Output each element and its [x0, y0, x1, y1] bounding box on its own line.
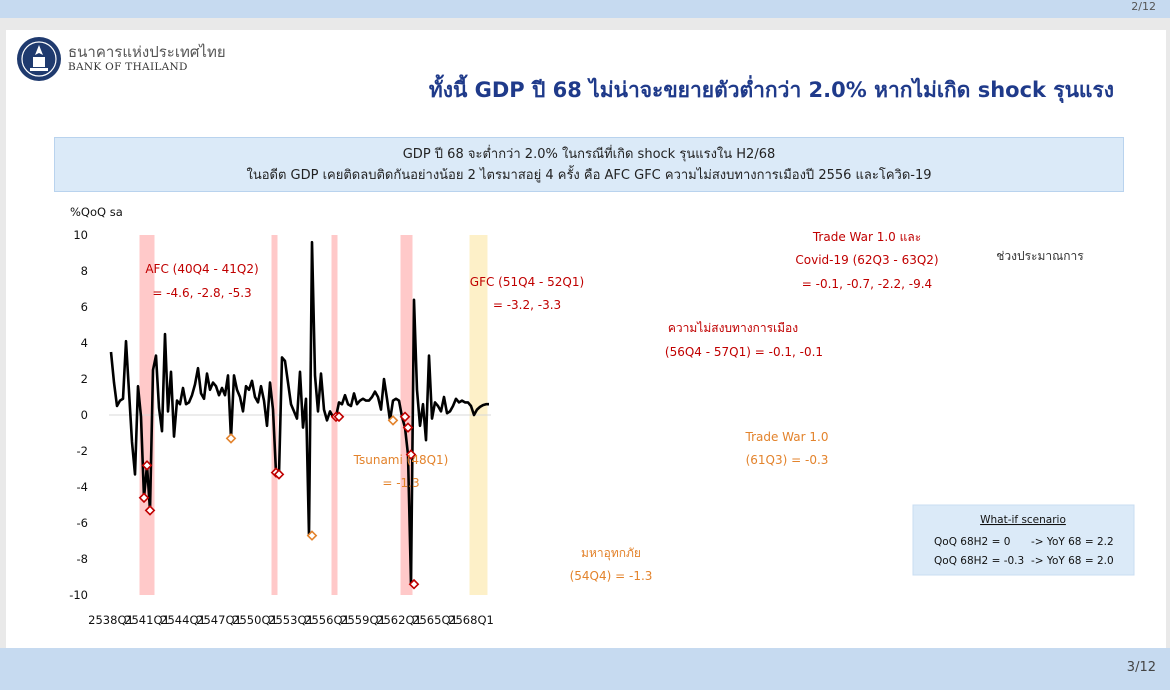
- y-tick-label: 0: [81, 408, 88, 422]
- annotation-covid-title-1: Trade War 1.0 และ: [812, 230, 921, 244]
- annotation-afc-values: = -4.6, -2.8, -5.3: [152, 286, 251, 300]
- marker-red: [408, 578, 420, 590]
- annotation-flood: มหาอุทกภัย (54Q4) = -1.3: [570, 546, 653, 583]
- annotation-afc: AFC (40Q4 - 41Q2) = -4.6, -2.8, -5.3: [145, 262, 258, 300]
- info-box: GDP ปี 68 จะต่ำกว่า 2.0% ในกรณีที่เกิด s…: [54, 137, 1124, 192]
- annotation-gfc-title: GFC (51Q4 - 52Q1): [470, 275, 584, 289]
- y-axis-label: %QoQ sa: [70, 205, 123, 219]
- x-tick-label: 2559Q1: [340, 613, 386, 627]
- top-strip: [0, 0, 1170, 18]
- annotation-tsunami-values: = -1.3: [382, 476, 419, 490]
- whatif-row-1-right: -> YoY 68 = 2.2: [1031, 536, 1114, 548]
- annotation-tsunami: Tsunami (48Q1) = -1.3: [353, 453, 449, 490]
- y-tick-label: -8: [77, 552, 88, 566]
- x-tick-label: 2547Q1: [196, 613, 242, 627]
- whatif-title: What-if scenario: [980, 514, 1066, 526]
- annotation-covid-values: = -0.1, -0.7, -2.2, -9.4: [802, 277, 932, 291]
- annotation-flood-title: มหาอุทกภัย: [581, 546, 641, 561]
- annotation-flood-values: (54Q4) = -1.3: [570, 569, 653, 583]
- annotation-tradewar-title: Trade War 1.0: [745, 430, 829, 444]
- bot-logo-icon: [17, 37, 61, 81]
- annotation-tradewar-values: (61Q3) = -0.3: [746, 453, 829, 467]
- annotation-gfc: GFC (51Q4 - 52Q1) = -3.2, -3.3: [470, 275, 584, 312]
- annotation-covid: Trade War 1.0 และ Covid-19 (62Q3 - 63Q2)…: [795, 230, 938, 291]
- annotation-tradewar: Trade War 1.0 (61Q3) = -0.3: [745, 430, 829, 467]
- whatif-row-2-right: -> YoY 68 = 2.0: [1031, 555, 1114, 567]
- marker-red: [138, 492, 150, 504]
- annotation-covid-title-2: Covid-19 (62Q3 - 63Q2): [795, 253, 938, 267]
- y-tick-label: -10: [69, 588, 88, 602]
- marker-red: [333, 411, 345, 423]
- x-tick-label: 2538Q1: [88, 613, 134, 627]
- y-tick-label: -4: [77, 480, 88, 494]
- info-line-2: ในอดีต GDP เคยติดลบติดกันอย่างน้อย 2 ไตร…: [246, 168, 932, 183]
- y-tick-label: 6: [81, 300, 88, 314]
- org-name-english: BANK OF THAILAND: [68, 61, 188, 73]
- marker-red: [402, 422, 414, 433]
- org-name-thai: ธนาคารแห่งประเทศไทย: [68, 43, 226, 61]
- bottom-strip: [0, 648, 1170, 690]
- y-tick-label: 4: [81, 336, 88, 350]
- whatif-row-2-left: QoQ 68H2 = -0.3: [934, 555, 1024, 567]
- annotation-political-title: ความไม่สงบทางการเมือง: [668, 321, 798, 335]
- gdp-chart: 10 8 6 4 2 0 -2 -4 -6 -8 -10 2538Q12541Q12544Q1254…: [69, 205, 1135, 627]
- x-tick-label: 2544Q1: [160, 613, 206, 627]
- whatif-box: What-if scenario QoQ 68H2 = 0 -> YoY 68 …: [912, 504, 1135, 576]
- annotation-political: ความไม่สงบทางการเมือง (56Q4 - 57Q1) = -0…: [665, 321, 823, 359]
- y-tick-label: -2: [77, 444, 88, 458]
- marker-red: [144, 505, 156, 516]
- marker-orange: [387, 415, 399, 426]
- x-tick-label: 2541Q1: [124, 613, 170, 627]
- top-page-number: 2/12: [1131, 0, 1156, 13]
- x-tick-label: 2565Q1: [412, 613, 458, 627]
- whatif-row-1-left: QoQ 68H2 = 0: [934, 536, 1010, 548]
- gdp-series-line: [109, 240, 489, 586]
- y-tick-label: 8: [81, 264, 88, 278]
- marker-orange: [225, 433, 237, 444]
- page-title: ทั้งนี้ GDP ปี 68 ไม่น่าจะขยายตัวต่ำกว่า…: [428, 78, 1114, 102]
- marker-red: [399, 411, 411, 423]
- info-line-1: GDP ปี 68 จะต่ำกว่า 2.0% ในกรณีที่เกิด s…: [402, 147, 776, 162]
- marker-red: [273, 469, 285, 480]
- x-tick-label: 2556Q1: [304, 613, 350, 627]
- marker-red: [141, 460, 153, 471]
- annotation-forecast: ช่วงประมาณการ: [996, 249, 1084, 263]
- y-tick-label: -6: [77, 516, 88, 530]
- annotation-afc-title: AFC (40Q4 - 41Q2): [145, 262, 258, 276]
- marker-red: [405, 449, 417, 460]
- x-tick-label: 2550Q1: [232, 613, 278, 627]
- annotation-political-values: (56Q4 - 57Q1) = -0.1, -0.1: [665, 345, 823, 359]
- bottom-page-number: 3/12: [1126, 660, 1156, 675]
- annotation-tsunami-title: Tsunami (48Q1): [353, 453, 449, 467]
- y-tick-label: 10: [73, 228, 88, 242]
- marker-orange: [306, 530, 318, 541]
- x-tick-label: 2562Q1: [376, 613, 422, 627]
- x-tick-label: 2553Q1: [268, 613, 314, 627]
- y-tick-label: 2: [81, 372, 88, 386]
- x-tick-label: 2568Q1: [448, 613, 494, 627]
- annotation-gfc-values: = -3.2, -3.3: [493, 298, 561, 312]
